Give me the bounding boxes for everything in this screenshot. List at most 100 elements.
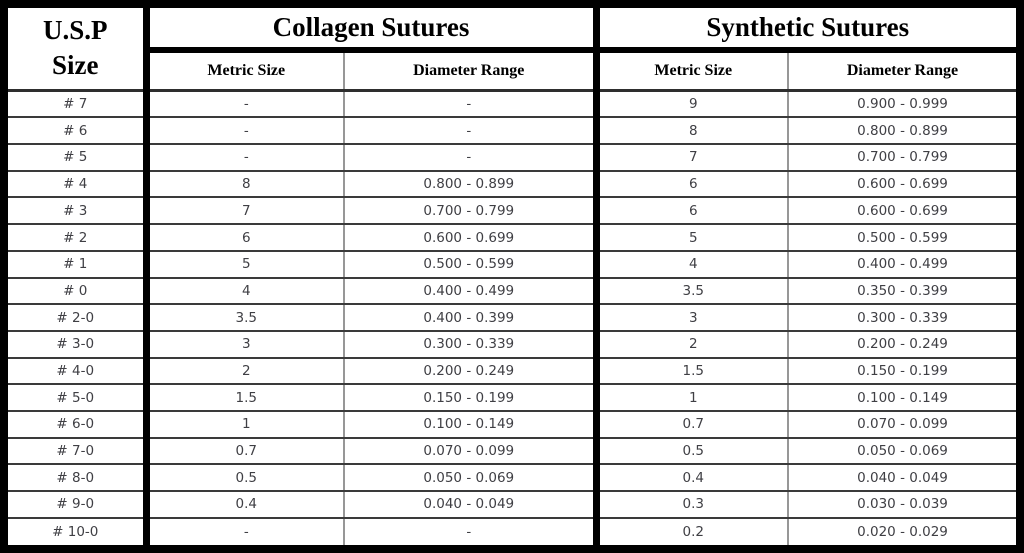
- synthetic-metric-cell: 3.5: [592, 277, 788, 306]
- column-header-row: Metric Size Diameter Range Metric Size D…: [4, 50, 1020, 92]
- table-body: # 7- -9 0.900 - 0.999 # 6- -8 0.800 - 0.899 # …: [4, 90, 1020, 551]
- synthetic-metric-cell: 0.5: [592, 437, 788, 466]
- usp-size-cell: # 2: [4, 224, 146, 252]
- table-row: # 1 5 0.500 - 0.599 4 0.400 - 0.499: [4, 250, 1020, 279]
- table-row: # 3-0 3 0.300 - 0.339 2 0.200 - 0.249: [4, 330, 1020, 359]
- collagen-metric-cell: 1.5: [142, 384, 344, 412]
- synthetic-diameter-cell: 0.800 - 0.899: [787, 117, 1020, 146]
- collagen-metric-cell: 4: [142, 277, 344, 306]
- collagen-diameter-cell: 0.600 - 0.699: [343, 224, 596, 252]
- usp-size-cell: # 3: [4, 197, 146, 226]
- table-row: # 2-0 3.5 0.400 - 0.399 3 0.300 - 0.339: [4, 304, 1020, 332]
- synthetic-diameter-cell: 0.400 - 0.499: [787, 250, 1020, 279]
- synthetic-metric-size-header: Metric Size: [592, 50, 788, 92]
- usp-size-cell: # 7: [4, 90, 146, 119]
- usp-size-cell: # 0: [4, 277, 146, 306]
- synthetic-metric-cell: 8: [592, 117, 788, 146]
- collagen-diameter-cell: 0.400 - 0.499: [343, 277, 596, 306]
- collagen-metric-cell: 8: [142, 170, 344, 199]
- table-row: # 4-0 2 0.200 - 0.249 1.5 0.150 - 0.199: [4, 357, 1020, 386]
- usp-size-cell: # 7-0: [4, 437, 146, 466]
- synthetic-metric-cell: 2: [592, 330, 788, 359]
- collagen-diameter-cell: 0.300 - 0.339: [343, 330, 596, 359]
- usp-size-header: U.S.P Size: [4, 4, 150, 92]
- collagen-diameter-cell: 0.050 - 0.069: [343, 464, 596, 493]
- usp-size-cell: # 9-0: [4, 491, 146, 519]
- synthetic-diameter-cell: 0.070 - 0.099: [787, 410, 1020, 439]
- collagen-diameter-cell: -: [343, 90, 596, 119]
- collagen-metric-cell: -: [142, 90, 344, 119]
- table-row: # 6- -8 0.800 - 0.899: [4, 117, 1020, 146]
- synthetic-diameter-cell: 0.350 - 0.399: [787, 277, 1020, 306]
- collagen-metric-cell: 1: [142, 410, 344, 439]
- synthetic-diameter-cell: 0.100 - 0.149: [787, 384, 1020, 412]
- table-row: # 0 4 0.400 - 0.499 3.5 0.350 - 0.399: [4, 277, 1020, 306]
- collagen-diameter-cell: -: [343, 517, 596, 551]
- collagen-metric-cell: 2: [142, 357, 344, 386]
- collagen-metric-cell: -: [142, 517, 344, 551]
- collagen-metric-cell: 0.5: [142, 464, 344, 493]
- synthetic-diameter-cell: 0.200 - 0.249: [787, 330, 1020, 359]
- collagen-diameter-cell: 0.100 - 0.149: [343, 410, 596, 439]
- collagen-diameter-cell: 0.200 - 0.249: [343, 357, 596, 386]
- collagen-metric-cell: 0.4: [142, 491, 344, 519]
- section-title-row: U.S.P Size Collagen Sutures Synthetic Su…: [4, 4, 1020, 92]
- collagen-diameter-cell: -: [343, 144, 596, 172]
- synthetic-diameter-cell: 0.300 - 0.339: [787, 304, 1020, 332]
- collagen-diameter-cell: 0.700 - 0.799: [343, 197, 596, 226]
- collagen-diameter-cell: 0.800 - 0.899: [343, 170, 596, 199]
- synthetic-metric-cell: 3: [592, 304, 788, 332]
- collagen-diameter-cell: 0.150 - 0.199: [343, 384, 596, 412]
- usp-size-cell: # 2-0: [4, 304, 146, 332]
- collagen-metric-cell: -: [142, 144, 344, 172]
- synthetic-metric-cell: 0.3: [592, 491, 788, 519]
- collagen-metric-cell: 5: [142, 250, 344, 279]
- usp-size-cell: # 6: [4, 117, 146, 146]
- synthetic-diameter-cell: 0.500 - 0.599: [787, 224, 1020, 252]
- collagen-diameter-cell: 0.070 - 0.099: [343, 437, 596, 466]
- usp-size-cell: # 8-0: [4, 464, 146, 493]
- synthetic-diameter-cell: 0.020 - 0.029: [787, 517, 1020, 551]
- table-row: # 3 7 0.700 - 0.799 6 0.600 - 0.699: [4, 197, 1020, 226]
- usp-size-cell: # 1: [4, 250, 146, 279]
- collagen-section-title: Collagen Sutures: [142, 4, 596, 53]
- table-row: # 4 8 0.800 - 0.899 6 0.600 - 0.699: [4, 170, 1020, 199]
- synthetic-metric-cell: 0.2: [592, 517, 788, 551]
- collagen-diameter-cell: 0.400 - 0.399: [343, 304, 596, 332]
- synthetic-diameter-cell: 0.050 - 0.069: [787, 437, 1020, 466]
- usp-size-cell: # 10-0: [4, 517, 146, 551]
- collagen-metric-cell: 0.7: [142, 437, 344, 466]
- table-row: # 10-0- -0.2 0.020 - 0.029: [4, 517, 1020, 551]
- synthetic-metric-cell: 9: [592, 90, 788, 119]
- usp-header-line1: U.S.P: [42, 15, 108, 46]
- collagen-metric-size-header: Metric Size: [142, 50, 344, 92]
- usp-size-cell: # 5-0: [4, 384, 146, 412]
- table-row: # 6-0 1 0.100 - 0.149 0.7 0.070 - 0.099: [4, 410, 1020, 439]
- collagen-metric-cell: -: [142, 117, 344, 146]
- usp-size-cell: # 5: [4, 144, 146, 172]
- usp-size-cell: # 3-0: [4, 330, 146, 359]
- synthetic-diameter-cell: 0.040 - 0.049: [787, 464, 1020, 493]
- synthetic-metric-cell: 1.5: [592, 357, 788, 386]
- usp-header-line2: Size: [52, 50, 99, 81]
- table-row: # 9-0 0.4 0.040 - 0.049 0.3 0.030 - 0.039: [4, 491, 1020, 519]
- table-row: # 5-0 1.5 0.150 - 0.199 1 0.100 - 0.149: [4, 384, 1020, 412]
- usp-size-cell: # 4: [4, 170, 146, 199]
- synthetic-metric-cell: 4: [592, 250, 788, 279]
- synthetic-metric-cell: 5: [592, 224, 788, 252]
- table-row: # 7- -9 0.900 - 0.999: [4, 90, 1020, 119]
- collagen-diameter-range-header: Diameter Range: [343, 50, 596, 92]
- usp-size-cell: # 4-0: [4, 357, 146, 386]
- synthetic-diameter-cell: 0.030 - 0.039: [787, 491, 1020, 519]
- synthetic-metric-cell: 0.4: [592, 464, 788, 493]
- synthetic-diameter-cell: 0.900 - 0.999: [787, 90, 1020, 119]
- table-row: # 8-0 0.5 0.050 - 0.069 0.4 0.040 - 0.049: [4, 464, 1020, 493]
- collagen-metric-cell: 3: [142, 330, 344, 359]
- synthetic-metric-cell: 6: [592, 170, 788, 199]
- usp-size-cell: # 6-0: [4, 410, 146, 439]
- synthetic-diameter-range-header: Diameter Range: [787, 50, 1020, 92]
- collagen-metric-cell: 7: [142, 197, 344, 226]
- synthetic-diameter-cell: 0.150 - 0.199: [787, 357, 1020, 386]
